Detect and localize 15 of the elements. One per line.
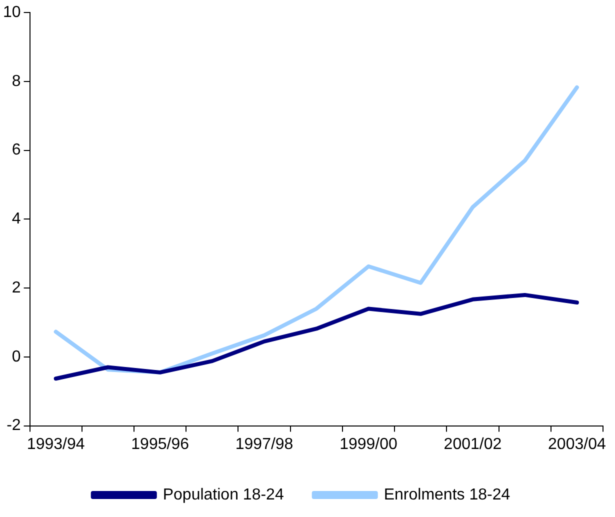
legend-label: Population 18-24 bbox=[162, 486, 284, 504]
y-tick-label: 8 bbox=[12, 72, 21, 90]
y-tick-label: 4 bbox=[12, 210, 21, 228]
x-tick-label: 2003/04 bbox=[548, 436, 606, 453]
x-tick-label: 2001/02 bbox=[444, 436, 502, 453]
x-tick-label: 1997/98 bbox=[235, 436, 294, 453]
y-tick-label: -2 bbox=[6, 417, 21, 434]
x-tick-label: 1999/00 bbox=[340, 436, 398, 453]
x-tick-label: 1995/96 bbox=[131, 436, 190, 453]
legend-label: Enrolments 18-24 bbox=[384, 486, 510, 504]
y-tick-label: 6 bbox=[12, 142, 21, 159]
x-tick-label: 1993/94 bbox=[26, 436, 85, 453]
y-tick-label: 2 bbox=[12, 279, 21, 296]
y-tick-label: 0 bbox=[12, 348, 21, 366]
y-tick-label: 10 bbox=[3, 4, 21, 22]
